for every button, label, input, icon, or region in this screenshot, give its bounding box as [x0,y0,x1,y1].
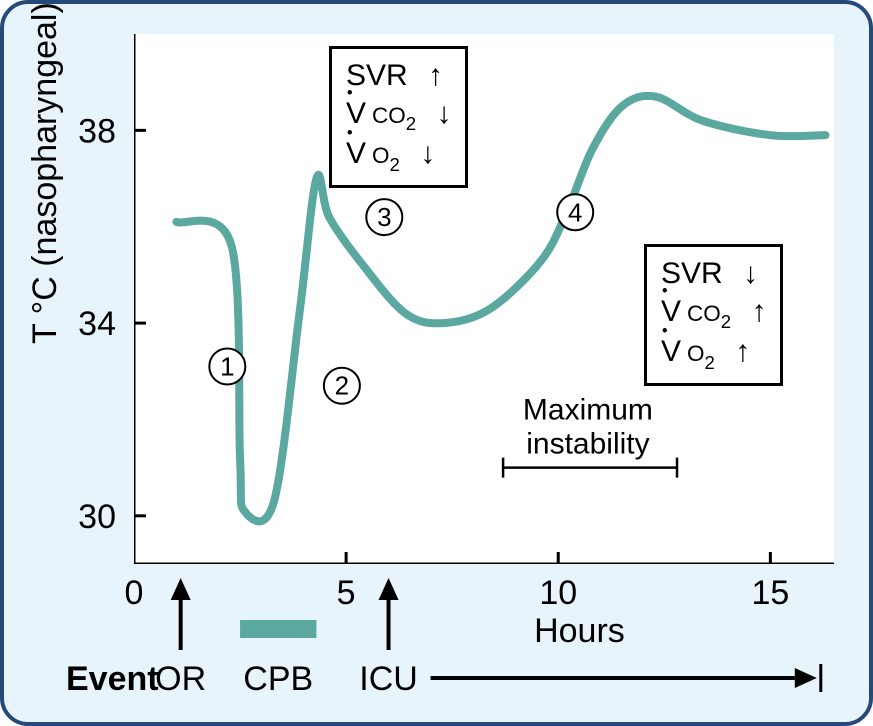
svg-text:CPB: CPB [243,660,313,698]
svg-text:Event: Event [66,660,159,698]
svg-text:ICU: ICU [359,660,418,698]
svg-text:Hours: Hours [534,612,625,650]
svg-text:5: 5 [337,574,356,612]
svg-text:38: 38 [78,112,116,150]
svg-text:10: 10 [539,574,577,612]
overlay-layer: 0 5 10 15 30 34 38 Hours EventOR CPB ICU [4,4,873,726]
svg-text:34: 34 [78,305,116,343]
svg-text:0: 0 [125,574,144,612]
svg-text:30: 30 [78,498,116,536]
figure-panel: T °C (nasopharyngeal) 1234Maximuminstabi… [0,0,873,726]
svg-text:OR: OR [155,660,206,698]
svg-text:15: 15 [751,574,789,612]
